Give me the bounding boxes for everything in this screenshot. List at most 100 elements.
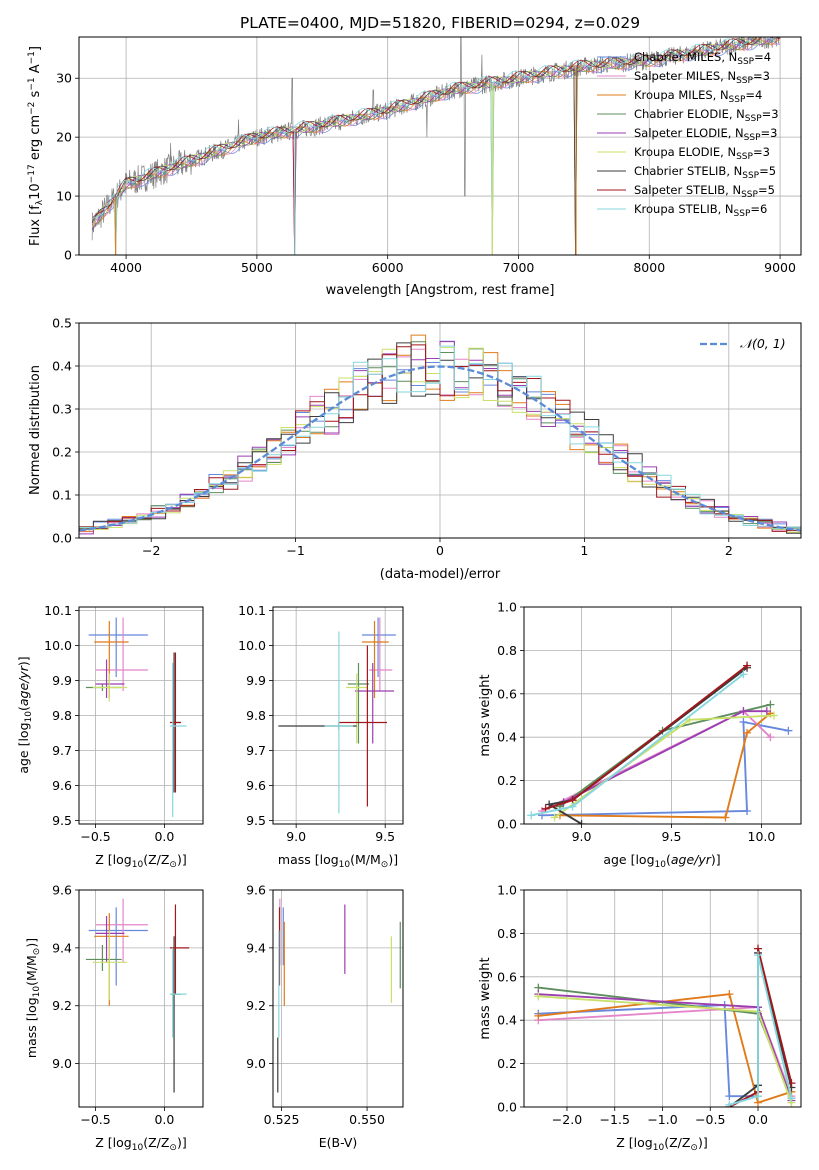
label-part: ( [16,706,31,711]
x-tick-label: 9.0 [572,829,592,844]
y-tick-label: 0.2 [497,1056,517,1071]
y-tick-label: 0.3 [52,402,72,417]
x-tick-label: 2 [725,543,733,558]
label-part: 10 [28,183,43,200]
x-axis-label: wavelength [Angstrom, rest frame] [326,283,555,298]
weight-marker [754,951,763,960]
label-part: λ [35,199,45,205]
x-tick-label: 0.550 [349,1112,385,1127]
label-part: ⊙ [169,860,177,870]
label-part: Salpeter ELODIE, N [634,126,744,140]
label-part: ] [28,46,43,51]
label-part: ⊙ [690,1143,698,1153]
weight-marker [739,707,748,716]
plot-area [534,944,796,1107]
weight-marker [721,813,730,822]
y-axis-label: age [log10(age/yr)] [16,656,34,773]
weight-marker [725,1100,734,1107]
plot-area [277,898,401,1093]
label-part: Chabrier MILES, N [634,50,737,64]
legend-label: Salpeter ELODIE, NSSP=3 [634,126,777,143]
label-part: (Z/Z [143,1135,169,1150]
axes-frame [78,36,802,256]
legend: 𝒩(0, 1) [700,336,786,351]
x-axis-label: E(B-V) [319,1135,358,1150]
label-part: Flux [f [28,205,43,246]
y-tick-label: 9.9 [246,673,266,688]
model-spectrum-line [91,37,772,255]
label-part: =3 [762,107,779,121]
y-tick-label: 0.0 [497,817,517,832]
y-tick-label: 9.7 [52,743,72,758]
y-tick-label: 9.2 [246,998,266,1013]
y-tick-label: 9.0 [246,1056,266,1071]
figure-title: PLATE=0400, MJD=51820, FIBERID=0294, z=0… [240,14,640,32]
normal-curve [79,365,801,532]
weight-marker [770,711,779,720]
y-tick-label: 0 [64,248,72,263]
x-axis-label: Z [log10(Z/Z⊙)] [616,1135,707,1153]
plot-area [79,334,801,535]
label-part: Kroupa ELODIE, N [634,145,736,159]
label-part: erg cm [28,115,43,164]
label-part: (M/M [350,852,381,867]
y-tick-label: 9.6 [246,883,266,898]
label-part: wavelength [Angstrom, rest frame] [326,283,555,298]
legend-label: Salpeter STELIB, NSSP=5 [634,183,775,200]
panel-age_vs_Z: −0.5 0.09.59.69.79.89.910.010.1Z [log10(Z… [16,603,204,870]
weight-marker [787,1094,796,1103]
label-part: Kroupa STELIB, N [634,202,734,216]
label-part: SSP [742,171,759,181]
y-tick-label: 9.2 [52,998,72,1013]
model-spectrum-line [91,37,778,255]
weight-marker [766,733,775,742]
y-tick-label: 9.9 [52,673,72,688]
label-part: ⊙ [381,860,389,870]
legend-label: Salpeter MILES, NSSP=3 [634,69,770,86]
weight-marker [527,811,536,820]
label-part: SSP [741,190,758,200]
y-axis-label: Normed distribution [28,365,43,495]
y-tick-label: 30 [56,71,72,86]
label-part: 10 [132,1143,144,1153]
y-tick-label: 9.6 [52,883,72,898]
x-tick-label: −2.0 [552,1112,582,1127]
x-tick-label: 0.0 [748,1112,768,1127]
y-tick-label: 9.6 [246,778,266,793]
label-part: Z [log [95,1135,131,1150]
x-tick-label: 9000 [764,260,796,275]
weight-marker [762,707,771,716]
y-tick-label: 9.0 [52,1056,72,1071]
x-tick-label: 0 [436,543,444,558]
y-tick-label: 10 [56,189,72,204]
label-part: mass [log [278,852,339,867]
histogram-step [79,344,801,532]
label-part: 10 [132,860,144,870]
label-part: SSP [736,76,753,86]
legend-label: Kroupa STELIB, NSSP=6 [634,202,767,219]
y-tick-label: 0.0 [52,531,72,546]
x-axis-label: Z [log10(Z/Z⊙)] [95,852,186,870]
label-part: SSP [744,133,761,143]
label-part: )] [177,1135,187,1150]
weight-marker [743,806,752,815]
label-part: Kroupa MILES, N [634,88,729,102]
y-tick-label: 1.0 [497,600,517,615]
model-spectrum-line [91,37,780,255]
label-part: Z [log [95,852,131,867]
x-tick-label: 7000 [503,260,535,275]
label-part: Chabrier ELODIE, N [634,107,745,121]
panel-weight_vs_age: 9.0 9.5 10.0 0.0 0.2 0.4 0.6 0.8 1.0 mass weight a… [478,600,802,870]
x-tick-label: 1 [580,543,588,558]
x-tick-label: 10.0 [748,829,776,844]
x-tick-label: 0.0 [154,1112,174,1127]
weight-marker [743,728,752,737]
weight-marker [743,661,752,670]
x-tick-label: −0.5 [80,1112,110,1127]
y-tick-label: 0.4 [52,359,72,374]
label-part: )] [711,852,721,867]
legend-label: Kroupa ELODIE, NSSP=3 [634,145,770,162]
label-part: −1 [27,77,37,90]
